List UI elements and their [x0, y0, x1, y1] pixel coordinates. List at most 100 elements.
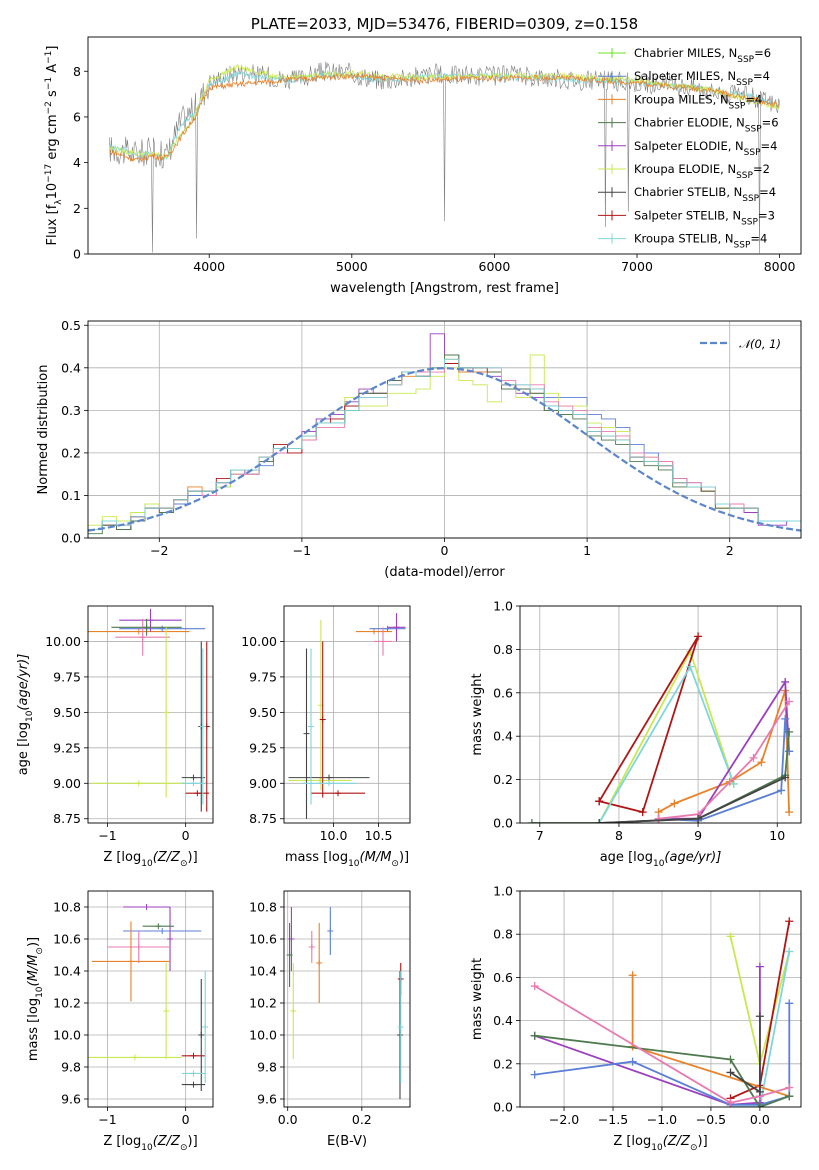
- axes-frame: [87, 605, 214, 824]
- y-tick-label: 8.75: [249, 811, 277, 826]
- errorbar-point: [303, 730, 310, 737]
- y-tick-label: 10.00: [45, 634, 81, 649]
- errorbar-point: [163, 709, 170, 716]
- y-tick-label: 0.4: [493, 729, 513, 744]
- y-tick-label: 1.0: [493, 599, 513, 614]
- y-tick-label: 0.2: [61, 445, 81, 460]
- massweight-series: [534, 1034, 790, 1107]
- errorbar-point: [190, 1081, 197, 1088]
- legend-label: Kroupa ELODIE, NSSP=2: [634, 162, 770, 181]
- chart-mass-vs-Z: −1 09.69.810.010.210.410.610.8Z [log10(Z/…: [26, 890, 214, 1153]
- massweight-point: [785, 947, 794, 956]
- massweight-point: [781, 773, 790, 782]
- x-tick-label: 2: [726, 543, 734, 558]
- errorbar-point: [159, 625, 166, 632]
- massweight-point: [785, 1083, 794, 1092]
- errorbar-point: [384, 625, 391, 632]
- massweight-series: [730, 1016, 761, 1094]
- y-tick-label: 9.6: [257, 1092, 277, 1107]
- errorbar-point: [397, 1024, 404, 1030]
- errorbar-point: [194, 790, 201, 797]
- massweight-point: [628, 1057, 637, 1066]
- massweight-point: [755, 1087, 764, 1096]
- errorbar-point: [199, 723, 206, 730]
- x-tick-label: 0.0: [278, 1112, 298, 1127]
- x-axis-label-part: Z [log: [103, 850, 141, 865]
- errorbar-point: [198, 1032, 205, 1038]
- x-axis-label-part: 10: [141, 1143, 153, 1153]
- massweight-point: [755, 1012, 764, 1021]
- y-axis-label-part: mass weight: [470, 673, 485, 755]
- y-axis-label-part: (M/M: [26, 955, 41, 987]
- massweight-point: [595, 819, 604, 823]
- errorbar-point: [317, 777, 323, 784]
- y-tick-label: 9.75: [249, 669, 277, 684]
- errorbar-point: [335, 790, 341, 797]
- x-axis-label: age [log10(age/yr)]: [600, 850, 722, 869]
- x-axis-label-part: wavelength [Angstrom, rest frame]: [330, 281, 559, 296]
- massweight-series: [730, 951, 791, 1107]
- legend-label-part: SSP: [736, 171, 753, 181]
- x-axis-label-part: ⊙: [180, 859, 188, 869]
- y-axis-label-part: mass weight: [470, 958, 485, 1040]
- y-axis-label-part: Normed distribution: [36, 365, 51, 495]
- x-axis-label: Z [log10(Z/Z⊙)]: [613, 1134, 707, 1153]
- massweight-point: [785, 727, 794, 736]
- y-tick-label: 9.25: [53, 740, 81, 755]
- legend-label-part: Chabrier STELIB, N: [634, 185, 742, 199]
- chart-massweight-vs-Z: −2.0 −1.5 −1.0 −0.5 0.0 0.0 0.2 0.4 0.6 0.8 1.0 Z […: [470, 884, 802, 1153]
- y-axis-label: Normed distribution: [36, 365, 51, 495]
- spectrum-series-model: [109, 70, 780, 161]
- errorbar-point: [135, 628, 142, 635]
- y-axis-label-part: 10: [45, 183, 60, 200]
- y-tick-label: 0.2: [493, 1056, 513, 1071]
- x-tick-label: 9: [694, 828, 702, 843]
- x-tick-label: −0.5: [696, 1112, 726, 1127]
- legend-label: Chabrier ELODIE, NSSP=6: [634, 116, 779, 135]
- massweight-series: [534, 1003, 791, 1106]
- plot-area-age-vs-Z: [88, 608, 210, 812]
- axes-frame: [87, 320, 802, 539]
- y-axis-label-part: 10: [25, 710, 35, 722]
- plot-area-mass-vs-Z: [88, 904, 209, 1091]
- legend-label-part: Salpeter MILES, N: [634, 69, 736, 83]
- legend-label: Salpeter MILES, NSSP=4: [634, 69, 770, 88]
- errorbar-point: [139, 634, 146, 641]
- y-tick-label: 10.8: [249, 900, 277, 915]
- y-tick-label: 10.2: [249, 996, 277, 1011]
- x-tick-label: 5000: [336, 259, 368, 274]
- massweight-point: [726, 932, 735, 941]
- legend-label: Salpeter ELODIE, NSSP=4: [634, 139, 777, 158]
- legend-label-part: =3: [758, 208, 775, 222]
- massweight-series: [534, 966, 761, 1106]
- errorbar-point: [190, 774, 197, 781]
- axes-frame: [87, 890, 214, 1108]
- legend-label-part: =6: [754, 46, 771, 60]
- x-tick-label: −1: [293, 543, 311, 558]
- y-tick-label: 9.00: [249, 776, 277, 791]
- legend-label: Chabrier STELIB, NSSP=4: [634, 185, 776, 204]
- x-axis-label-part: 10: [653, 859, 665, 869]
- massweight-point: [686, 662, 695, 671]
- y-tick-label: 6: [73, 109, 81, 124]
- x-axis-label-part: (age/yr)]: [664, 850, 721, 865]
- y-axis-label-part: erg cm: [45, 114, 60, 163]
- plot-area-mass-vs-EBV: [286, 907, 404, 1099]
- massweight-point: [777, 786, 786, 795]
- y-tick-label: 10.0: [53, 1028, 81, 1043]
- plot-area-spectrum: [109, 61, 780, 254]
- legend-label: Kroupa MILES, NSSP=4: [634, 92, 762, 111]
- errorbar-point: [380, 638, 386, 645]
- x-axis-label-part: 10: [348, 859, 360, 869]
- errorbar-point: [155, 923, 162, 930]
- y-axis-label-part: ⊙: [35, 947, 45, 955]
- y-axis-label-part: −1: [44, 51, 54, 64]
- y-axis-label-part: age [log: [16, 722, 31, 775]
- chart-spectrum: 4000 5000 6000 7000 8000 0 2 4 6 8 Chabrier MILES,…: [44, 15, 802, 296]
- legend-label-part: Kroupa STELIB, N: [634, 232, 734, 246]
- x-axis-label-part: (Z/Z: [663, 1134, 691, 1149]
- y-tick-label: 0.0: [493, 1100, 513, 1115]
- errorbar-point: [147, 617, 154, 624]
- y-tick-label: 0.4: [493, 1013, 513, 1028]
